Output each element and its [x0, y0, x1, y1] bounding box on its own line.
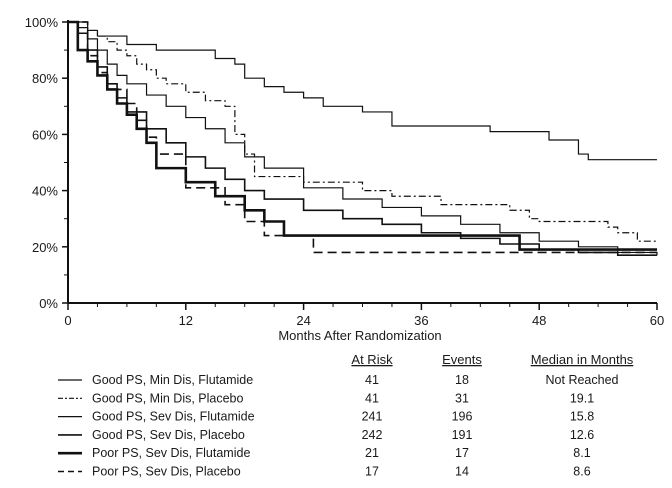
y-tick-label: 40%: [32, 184, 58, 199]
events-value: 191: [452, 428, 473, 442]
y-ticks-group: 0% 20% 40% 60% 80% 100%: [25, 15, 68, 311]
legend-series-name: Good PS, Min Dis, Flutamide: [92, 373, 253, 387]
events-value: 31: [455, 391, 469, 405]
x-tick-label: 0: [64, 313, 71, 328]
x-tick-label: 48: [532, 313, 546, 328]
at-risk-value: 242: [362, 428, 383, 442]
legend-series-name: Good PS, Min Dis, Placebo: [92, 391, 244, 405]
median-value: 15.8: [570, 410, 594, 424]
series-lines-group: [68, 20, 658, 257]
series-line-5: [68, 20, 657, 251]
events-value: 14: [455, 465, 469, 479]
table-header-median: Median in Months: [531, 352, 634, 367]
at-risk-value: 241: [362, 410, 383, 424]
legend-series-name: Good PS, Sev Dis, Flutamide: [92, 410, 255, 424]
x-axis-title: Months After Randomization: [278, 328, 441, 343]
y-tick-label: 20%: [32, 240, 58, 255]
y-tick-label: 0%: [39, 296, 58, 311]
y-tick-label: 80%: [32, 71, 58, 86]
events-value: 196: [452, 410, 473, 424]
table-header-at-risk: At Risk: [351, 352, 393, 367]
at-risk-value: 41: [365, 391, 379, 405]
table-header-events: Events: [442, 352, 482, 367]
at-risk-value: 41: [365, 373, 379, 387]
median-value: 12.6: [570, 428, 594, 442]
series-line-6: [68, 21, 657, 254]
legend-table: Good PS, Min Dis, Flutamide 41 18 Not Reach…: [58, 373, 619, 479]
y-tick-label: 100%: [25, 15, 59, 30]
series-line-3: [68, 21, 658, 256]
x-tick-label: 24: [296, 313, 310, 328]
legend-series-name: Poor PS, Sev Dis, Flutamide: [92, 446, 250, 460]
series-line-1: [68, 21, 657, 161]
legend-series-name: Poor PS, Sev Dis, Placebo: [92, 465, 241, 479]
median-value: 8.1: [573, 446, 590, 460]
series-line-2: [68, 21, 657, 242]
at-risk-value: 21: [365, 446, 379, 460]
x-tick-label: 12: [179, 313, 193, 328]
y-tick-label: 60%: [32, 127, 58, 142]
x-tick-label: 60: [650, 313, 664, 328]
x-tick-label: 36: [414, 313, 428, 328]
median-value: 8.6: [573, 465, 590, 479]
at-risk-value: 17: [365, 465, 379, 479]
events-value: 18: [455, 373, 469, 387]
events-value: 17: [455, 446, 469, 460]
x-ticks-group: 0 12 24 36 48 60: [64, 303, 664, 328]
legend-series-name: Good PS, Sev Dis, Placebo: [92, 428, 245, 442]
median-value: 19.1: [570, 391, 594, 405]
median-value: Not Reached: [546, 373, 619, 387]
